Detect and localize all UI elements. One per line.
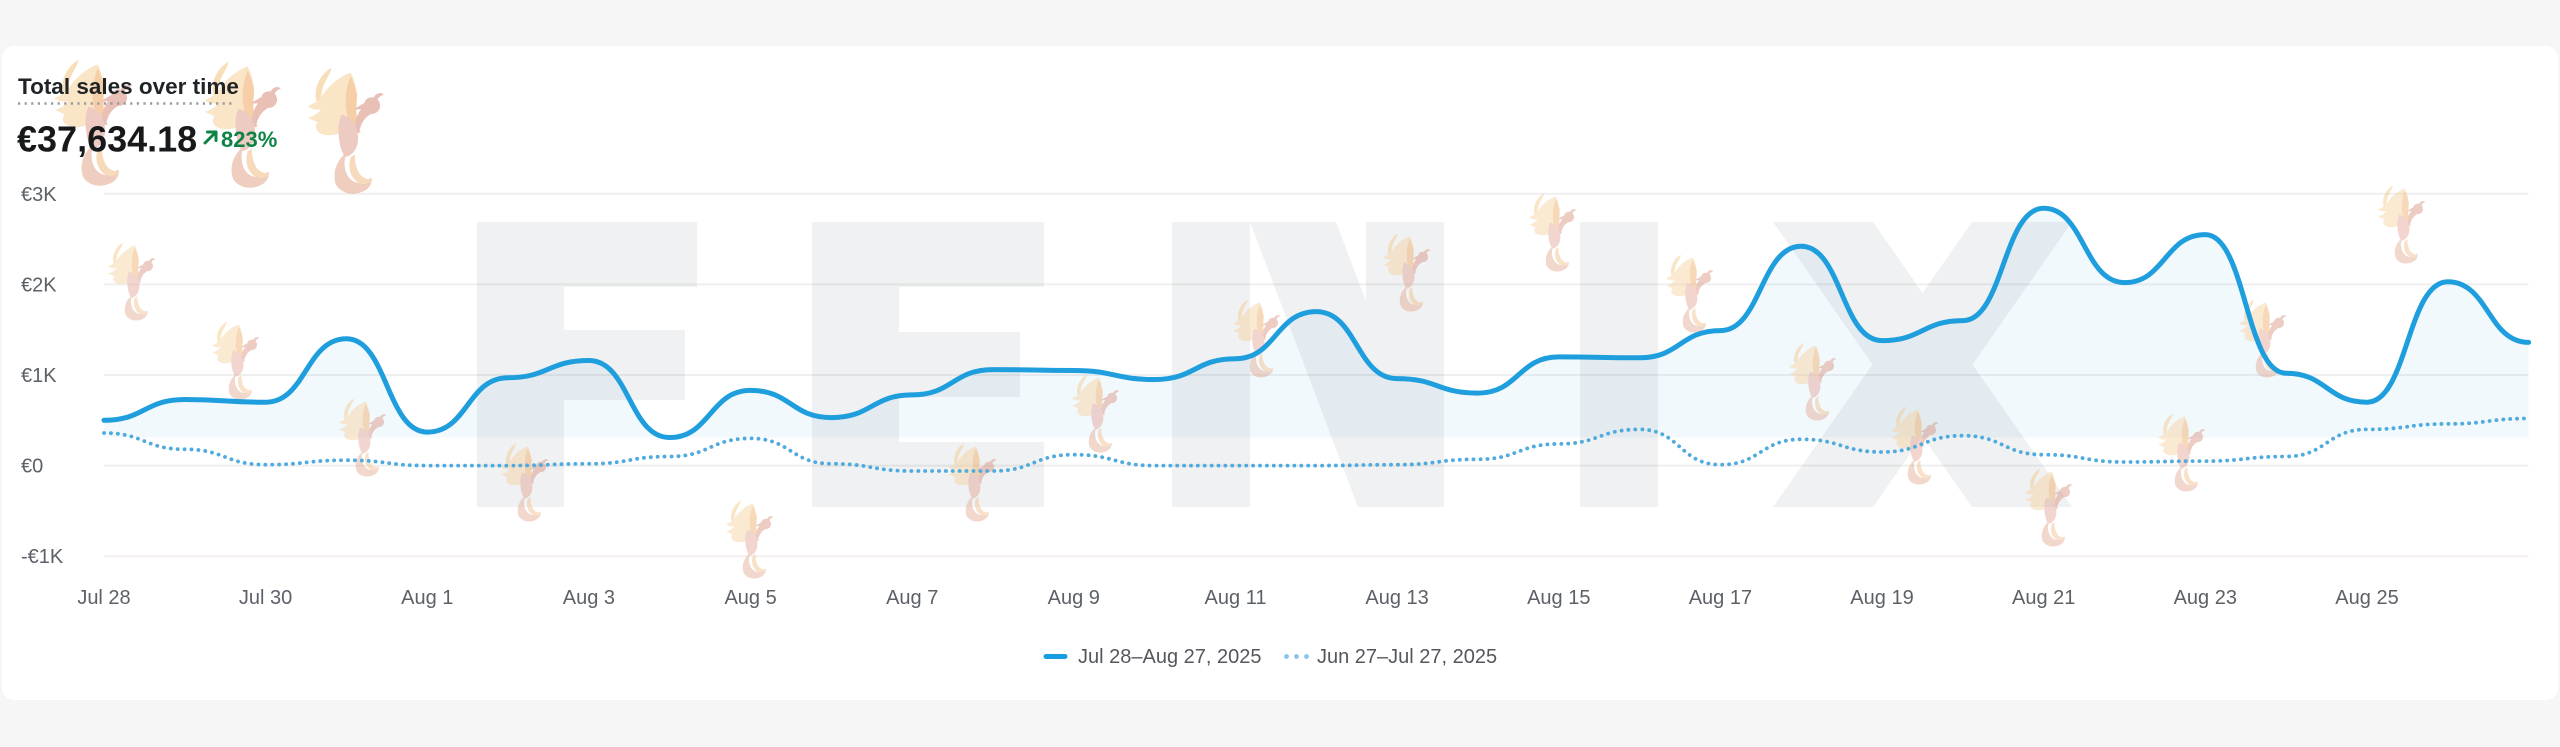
svg-text:€1K: €1K bbox=[21, 365, 57, 387]
svg-text:Aug 25: Aug 25 bbox=[2335, 587, 2398, 609]
svg-text:Total sales over time: Total sales over time bbox=[18, 74, 239, 99]
svg-text:823%: 823% bbox=[221, 127, 277, 152]
svg-text:Aug 7: Aug 7 bbox=[886, 587, 938, 609]
svg-text:Jul 28–Aug 27, 2025: Jul 28–Aug 27, 2025 bbox=[1078, 646, 1262, 668]
svg-text:Aug 11: Aug 11 bbox=[1205, 587, 1267, 609]
svg-text:Aug 17: Aug 17 bbox=[1689, 587, 1752, 609]
svg-text:Aug 5: Aug 5 bbox=[724, 587, 776, 609]
svg-text:Jul 28: Jul 28 bbox=[77, 587, 130, 609]
svg-text:Aug 3: Aug 3 bbox=[563, 587, 615, 609]
svg-text:Aug 13: Aug 13 bbox=[1365, 587, 1428, 609]
svg-text:Aug 9: Aug 9 bbox=[1048, 587, 1100, 609]
svg-text:Jul 30: Jul 30 bbox=[239, 587, 292, 609]
svg-text:Aug 1: Aug 1 bbox=[401, 587, 453, 609]
svg-text:Jun 27–Jul 27, 2025: Jun 27–Jul 27, 2025 bbox=[1317, 646, 1497, 668]
svg-text:€0: €0 bbox=[21, 456, 43, 478]
svg-text:-€1K: -€1K bbox=[21, 546, 64, 568]
svg-text:Aug 19: Aug 19 bbox=[1850, 587, 1913, 609]
svg-text:€3K: €3K bbox=[21, 184, 57, 206]
svg-text:Aug 21: Aug 21 bbox=[2012, 587, 2075, 609]
svg-text:€2K: €2K bbox=[21, 274, 57, 296]
svg-text:Aug 15: Aug 15 bbox=[1527, 587, 1590, 609]
svg-text:€37,634.18: €37,634.18 bbox=[17, 119, 197, 160]
svg-text:Aug 23: Aug 23 bbox=[2174, 587, 2237, 609]
